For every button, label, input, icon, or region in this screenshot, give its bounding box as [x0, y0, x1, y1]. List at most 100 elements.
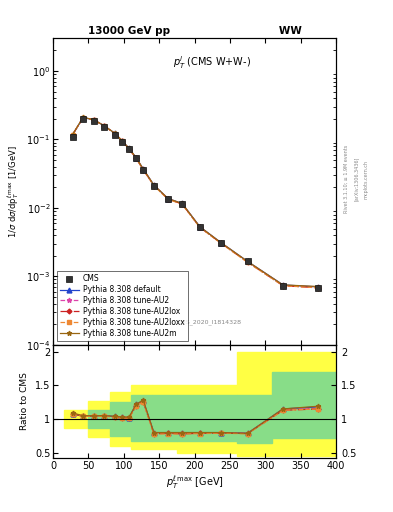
Pythia 8.308 tune-AU2m [198, 224, 202, 230]
Pythia 8.308 tune-AU2loxx [119, 138, 124, 144]
Pythia 8.308 tune-AU2m [281, 282, 285, 288]
Pythia 8.308 tune-AU2 [281, 282, 285, 288]
Title: 13000 GeV pp                              WW: 13000 GeV pp WW [88, 26, 301, 36]
Pythia 8.308 tune-AU2lox [198, 224, 202, 230]
CMS [219, 240, 223, 246]
Pythia 8.308 default [316, 284, 321, 290]
Line: Pythia 8.308 tune-AU2: Pythia 8.308 tune-AU2 [70, 115, 321, 290]
Pythia 8.308 default [119, 138, 124, 144]
CMS [127, 146, 132, 152]
Pythia 8.308 tune-AU2loxx [113, 131, 118, 137]
Pythia 8.308 default [180, 200, 185, 206]
CMS [180, 201, 185, 207]
CMS [81, 116, 86, 122]
Pythia 8.308 default [166, 196, 171, 202]
Pythia 8.308 tune-AU2lox [127, 146, 132, 152]
Pythia 8.308 tune-AU2lox [113, 131, 118, 137]
Bar [110, 392, 131, 446]
Pythia 8.308 tune-AU2loxx [316, 285, 321, 291]
Line: CMS: CMS [70, 116, 321, 291]
Pythia 8.308 tune-AU2lox [119, 138, 124, 144]
CMS [92, 118, 96, 124]
Pythia 8.308 tune-AU2lox [81, 115, 86, 121]
Pythia 8.308 tune-AU2lox [180, 201, 185, 207]
Pythia 8.308 tune-AU2loxx [102, 123, 107, 129]
Pythia 8.308 tune-AU2loxx [127, 146, 132, 152]
CMS [102, 124, 107, 131]
Pythia 8.308 tune-AU2lox [316, 285, 321, 291]
Pythia 8.308 tune-AU2m [70, 132, 75, 138]
Pythia 8.308 default [141, 166, 145, 172]
Bar [88, 410, 110, 428]
Pythia 8.308 tune-AU2 [316, 284, 321, 290]
Pythia 8.308 tune-AU2m [81, 114, 86, 120]
Pythia 8.308 tune-AU2 [81, 115, 86, 121]
Pythia 8.308 tune-AU2lox [141, 166, 145, 173]
Pythia 8.308 tune-AU2loxx [70, 132, 75, 138]
Pythia 8.308 default [70, 132, 75, 138]
Pythia 8.308 tune-AU2 [119, 138, 124, 144]
Pythia 8.308 tune-AU2m [316, 284, 321, 290]
Pythia 8.308 default [281, 282, 285, 288]
Bar [152, 395, 177, 441]
Pythia 8.308 default [127, 145, 132, 152]
Text: Rivet 3.1.10; ≥ 1.9M events: Rivet 3.1.10; ≥ 1.9M events [344, 145, 349, 214]
Pythia 8.308 tune-AU2 [70, 132, 75, 138]
Pythia 8.308 tune-AU2m [134, 155, 139, 161]
Text: mcplots.cern.ch: mcplots.cern.ch [364, 160, 369, 199]
Pythia 8.308 tune-AU2loxx [166, 196, 171, 202]
CMS [281, 283, 285, 289]
Pythia 8.308 default [245, 259, 250, 265]
Pythia 8.308 tune-AU2lox [152, 182, 156, 188]
Bar [272, 352, 336, 456]
CMS [141, 167, 145, 173]
Text: CMS_2020_I1814328: CMS_2020_I1814328 [176, 319, 241, 325]
Pythia 8.308 tune-AU2 [141, 166, 145, 173]
Pythia 8.308 tune-AU2 [180, 201, 185, 207]
Pythia 8.308 default [134, 155, 139, 161]
Pythia 8.308 tune-AU2 [102, 123, 107, 129]
Pythia 8.308 default [152, 182, 156, 188]
Pythia 8.308 tune-AU2 [166, 196, 171, 202]
Pythia 8.308 default [92, 117, 96, 123]
Pythia 8.308 tune-AU2 [245, 259, 250, 265]
Pythia 8.308 tune-AU2loxx [134, 155, 139, 161]
Pythia 8.308 tune-AU2m [152, 182, 156, 188]
Text: [arXiv:1306.3436]: [arXiv:1306.3436] [354, 157, 359, 201]
Pythia 8.308 tune-AU2m [119, 138, 124, 144]
CMS [70, 134, 75, 140]
CMS [316, 285, 321, 291]
Bar [237, 395, 272, 443]
Pythia 8.308 tune-AU2loxx [141, 166, 145, 173]
Pythia 8.308 tune-AU2lox [219, 240, 223, 246]
Pythia 8.308 tune-AU2m [113, 130, 118, 136]
CMS [119, 139, 124, 145]
Pythia 8.308 tune-AU2loxx [180, 201, 185, 207]
X-axis label: $p_T^{\ell\,\mathrm{max}}$ [GeV]: $p_T^{\ell\,\mathrm{max}}$ [GeV] [165, 474, 224, 490]
Text: $p_T^l$ (CMS W+W-): $p_T^l$ (CMS W+W-) [173, 54, 250, 71]
Pythia 8.308 tune-AU2lox [92, 117, 96, 123]
Bar [110, 402, 131, 436]
Line: Pythia 8.308 tune-AU2m: Pythia 8.308 tune-AU2m [70, 115, 321, 289]
Pythia 8.308 tune-AU2 [198, 224, 202, 230]
Pythia 8.308 tune-AU2 [134, 155, 139, 161]
Pythia 8.308 tune-AU2lox [245, 259, 250, 265]
Pythia 8.308 tune-AU2m [102, 123, 107, 129]
Pythia 8.308 tune-AU2loxx [198, 224, 202, 230]
Pythia 8.308 tune-AU2 [219, 240, 223, 246]
Pythia 8.308 tune-AU2 [92, 117, 96, 123]
Pythia 8.308 tune-AU2loxx [219, 240, 223, 246]
Bar [152, 386, 177, 450]
CMS [152, 183, 156, 189]
Pythia 8.308 tune-AU2lox [102, 123, 107, 129]
Line: Pythia 8.308 tune-AU2loxx: Pythia 8.308 tune-AU2loxx [71, 116, 320, 290]
Line: Pythia 8.308 default: Pythia 8.308 default [70, 115, 321, 289]
Y-axis label: 1/$\sigma$ d$\sigma$/dp$_T^{\ell\,\mathrm{max}}$ [1/GeV]: 1/$\sigma$ d$\sigma$/dp$_T^{\ell\,\mathr… [6, 145, 20, 238]
Pythia 8.308 tune-AU2loxx [152, 183, 156, 189]
Pythia 8.308 tune-AU2 [127, 146, 132, 152]
Pythia 8.308 tune-AU2m [180, 200, 185, 206]
Bar [272, 372, 336, 438]
Pythia 8.308 tune-AU2 [152, 182, 156, 188]
Pythia 8.308 tune-AU2m [141, 166, 145, 172]
Pythia 8.308 tune-AU2m [92, 117, 96, 123]
